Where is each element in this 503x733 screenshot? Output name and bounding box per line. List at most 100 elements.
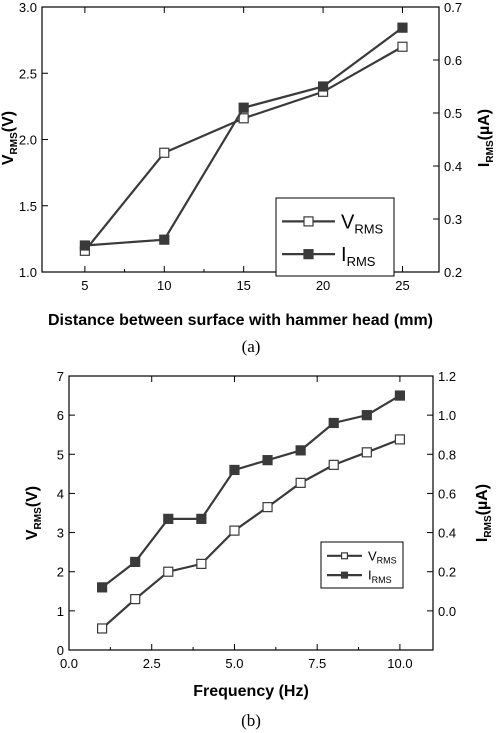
x-tick-label: 7.5: [308, 656, 326, 671]
x-axis-title: Distance between surface with hammer hea…: [48, 312, 433, 329]
data-point-vrms: [96, 623, 108, 634]
legend-marker: [303, 249, 314, 260]
data-point-vrms: [130, 594, 141, 605]
data-point-irms: [238, 102, 249, 113]
legend-box: [275, 197, 395, 277]
legend-marker: [303, 216, 314, 227]
y-left-tick-label: 7: [57, 369, 64, 384]
y-right-title-unit: (µA): [476, 109, 493, 140]
y-right-tick-label: 1.0: [438, 408, 456, 423]
y-left-title-unit: (V): [0, 111, 17, 132]
x-tick-label: 2.5: [143, 656, 161, 671]
y-left-tick-label: 6: [57, 408, 64, 423]
x-tick-label: 0.0: [60, 656, 78, 671]
data-point-irms: [159, 234, 170, 245]
legend-label-sub: RMS: [347, 254, 376, 269]
data-point-vrms: [229, 525, 240, 536]
data-point-vrms: [394, 434, 406, 445]
y-right-tick-label: 0.4: [438, 526, 456, 541]
legend-label: VRMS: [368, 548, 397, 565]
x-tick-label: 20: [316, 278, 330, 293]
y-left-title-sub: RMS: [33, 507, 44, 530]
y-left-tick-label: 1.5: [19, 199, 37, 214]
data-point-vrms: [196, 558, 207, 569]
data-point-vrms: [361, 447, 372, 458]
y-left-tick-label: 1.0: [19, 265, 37, 280]
data-point-irms: [361, 410, 372, 421]
y-right-title-main: I: [476, 163, 493, 167]
y-right-axis-title: IRMS(µA): [474, 484, 494, 542]
data-point-irms: [317, 81, 329, 92]
y-right-title-main: I: [474, 538, 491, 542]
y-left-tick-label: 0: [57, 643, 64, 658]
y-left-tick-label: 3: [57, 526, 64, 541]
y-right-tick-label: 1.2: [438, 369, 456, 384]
legend-label-sub: RMS: [372, 575, 392, 585]
data-point-irms: [328, 417, 339, 429]
legend-label-sub: RMS: [377, 556, 397, 566]
y-right-tick-label: 0.0: [438, 604, 456, 619]
series-line-irms: [101, 394, 401, 589]
legend-label-main: I: [368, 568, 372, 583]
y-left-title-sub: RMS: [9, 132, 20, 155]
x-tick-label: 25: [395, 278, 409, 293]
data-point-vrms: [262, 502, 273, 513]
y-right-title-sub: RMS: [483, 515, 494, 538]
figure-caption: (b): [241, 711, 261, 730]
data-point-irms: [397, 22, 408, 33]
y-left-tick-label: 2.5: [19, 66, 37, 81]
y-right-tick-label: 0.2: [444, 265, 462, 280]
y-left-title-main: V: [24, 529, 41, 540]
y-right-tick-label: 0.3: [444, 212, 462, 227]
legend-marker: [340, 552, 349, 560]
data-point-vrms: [163, 566, 174, 577]
legend-box: [320, 541, 404, 589]
data-point-vrms: [328, 459, 339, 470]
legend-label: VRMS: [341, 211, 384, 236]
legend-label-main: V: [368, 548, 377, 563]
data-point-vrms: [295, 477, 306, 488]
y-left-tick-label: 2: [57, 565, 64, 580]
data-point-vrms: [238, 113, 249, 124]
y-left-tick-label: 5: [57, 447, 64, 462]
y-left-tick-label: 3.0: [19, 0, 37, 15]
data-point-irms: [163, 513, 174, 524]
legend-label: IRMS: [368, 568, 392, 585]
x-tick-label: 10.0: [387, 656, 412, 671]
y-right-title-sub: RMS: [485, 140, 496, 163]
data-point-irms: [394, 390, 406, 401]
data-point-irms: [295, 445, 306, 456]
y-left-tick-label: 2.0: [19, 133, 37, 148]
data-point-irms: [130, 556, 141, 568]
y-right-tick-label: 0.7: [444, 0, 462, 15]
y-right-tick-label: 0.6: [444, 53, 462, 68]
data-point-irms: [229, 464, 240, 476]
legend-label-sub: RMS: [354, 221, 383, 236]
y-left-title-unit: (V): [24, 486, 41, 507]
data-point-irms: [196, 513, 207, 524]
y-left-axis-title: VRMS(V): [0, 111, 20, 165]
y-right-tick-label: 0.2: [438, 565, 456, 580]
series-line-vrms: [101, 438, 401, 630]
y-right-title-unit: (µA): [474, 484, 491, 515]
legend-label: IRMS: [341, 244, 376, 269]
y-left-title-main: V: [0, 154, 17, 165]
data-point-irms: [96, 582, 108, 593]
legend-label-main: V: [341, 211, 355, 233]
x-tick-label: 15: [236, 278, 250, 293]
y-left-tick-label: 1: [57, 604, 64, 619]
data-point-irms: [262, 455, 273, 466]
y-left-tick-label: 4: [57, 486, 64, 501]
plot-frame: [68, 375, 434, 651]
y-left-axis-title: VRMS(V): [24, 486, 44, 540]
data-point-vrms: [397, 41, 408, 52]
y-right-tick-label: 0.6: [438, 486, 456, 501]
figure-caption: (a): [242, 337, 261, 356]
chart-a: 5 10 15 20 25 1.0 1.5 2.0 2.5 3.0 0.2 0.3 0.4 0.5 0.6 0…: [0, 0, 496, 356]
chart-b: 0.0 2.5 5.0 7.5 10.0 0 1 2 3 4 5 6 7 0.0 0.2 0.4 0.6 0.8 1…: [24, 369, 494, 730]
x-tick-label: 5: [81, 278, 88, 293]
y-right-tick-label: 0.4: [444, 159, 462, 174]
